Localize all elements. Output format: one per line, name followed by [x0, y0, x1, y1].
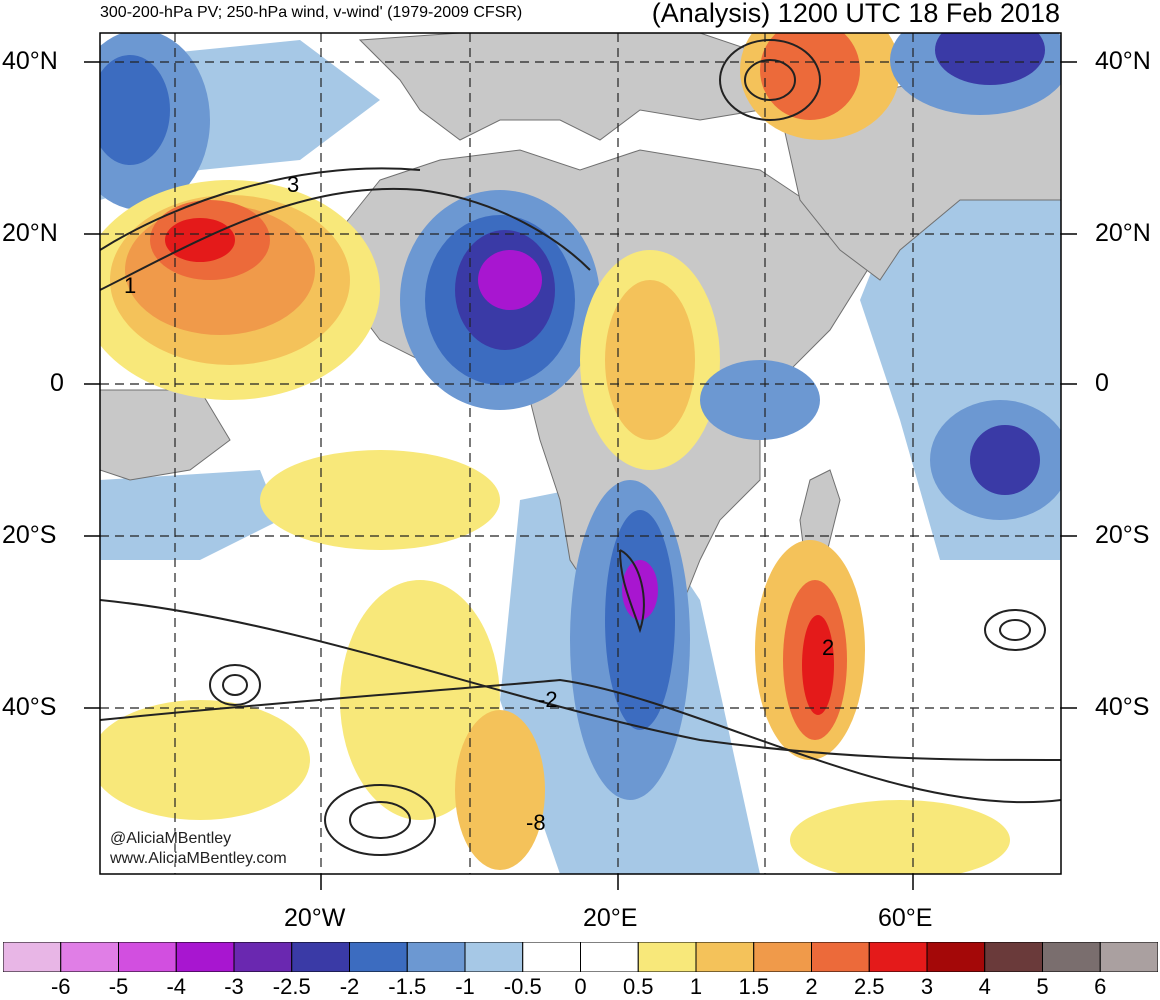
- contour-label: 3: [287, 172, 299, 197]
- colorbar-swatch: [522, 942, 581, 972]
- colorbar-swatch: [926, 942, 986, 972]
- colorbar-label: 0: [574, 974, 587, 999]
- colorbar-swatch: [233, 942, 293, 972]
- colorbar-label: 6: [1094, 974, 1107, 999]
- colorbar-label: -1.5: [388, 974, 427, 999]
- lat-label-40n: 40°N: [2, 47, 58, 75]
- colorbar-label: 2: [805, 974, 818, 999]
- lon-label-20e: 20°E: [583, 904, 638, 932]
- colorbar-label: -5: [108, 974, 129, 999]
- lon-label-60e: 60°E: [878, 904, 933, 932]
- map-title: (Analysis) 1200 UTC 18 Feb 2018: [651, 0, 1060, 28]
- colorbar-swatch: [580, 942, 639, 972]
- lat-label-eq-right: 0: [1095, 369, 1109, 397]
- colorbar-label: 5: [1036, 974, 1049, 999]
- colorbar-label: 4: [978, 974, 991, 999]
- europe-landmass: [358, 33, 781, 141]
- contour-label: -8: [526, 810, 546, 835]
- lat-label-40n-right: 40°N: [1095, 47, 1151, 75]
- contour-label: 2: [822, 635, 834, 660]
- colorbar-label: 1: [689, 974, 703, 999]
- colorbar-label: 0.5: [622, 974, 654, 999]
- colorbar-label: 2.5: [853, 974, 885, 999]
- colorbar-swatch: [1042, 942, 1101, 972]
- lat-label-20s-right: 20°S: [1095, 521, 1150, 549]
- colorbar-swatch: [1099, 942, 1158, 972]
- credit-handle: @AliciaMBentley: [110, 830, 232, 847]
- colorbar-swatch: [637, 942, 697, 972]
- colorbar-label: -1: [455, 974, 475, 999]
- lat-label-20s: 20°S: [2, 521, 57, 549]
- colorbar-swatch: [118, 942, 177, 972]
- pv-anomaly-shading: [100, 33, 1061, 874]
- contour-label: -2: [538, 687, 558, 712]
- colorbar-swatch: [811, 942, 870, 972]
- colorbar: [3, 942, 1158, 972]
- colorbar-swatch: [984, 942, 1043, 972]
- colorbar-swatch: [695, 942, 755, 972]
- map-panel: 3 1 2 -2 -8: [84, 32, 1077, 890]
- contour-labels: 3 1 2 -2 -8: [124, 172, 834, 835]
- colorbar-swatch: [60, 942, 119, 972]
- lat-label-40s: 40°S: [2, 693, 57, 721]
- lon-label-20w: 20°W: [284, 904, 346, 932]
- colorbar-label: -0.5: [503, 974, 542, 999]
- colorbar-swatch: [753, 942, 812, 972]
- colorbar-swatch: [868, 942, 928, 972]
- lat-label-40s-right: 40°S: [1095, 693, 1150, 721]
- credit-site: www.AliciaMBentley.com: [110, 850, 287, 867]
- lat-label-eq: 0: [50, 369, 64, 397]
- contour-label: 1: [124, 273, 136, 298]
- colorbar-swatch: [3, 942, 62, 972]
- colorbar-label: -4: [166, 974, 187, 999]
- colorbar-swatch: [406, 942, 466, 972]
- graticule: [100, 33, 1061, 874]
- colorbar-swatch: [175, 942, 235, 972]
- map-subtitle: 300-200-hPa PV; 250-hPa wind, v-wind' (1…: [100, 4, 523, 21]
- lat-label-20n: 20°N: [2, 219, 58, 247]
- colorbar-swatch: [464, 942, 524, 972]
- colorbar-label: 1.5: [738, 974, 770, 999]
- colorbar-swatch: [291, 942, 350, 972]
- colorbar-label: -6: [50, 974, 71, 999]
- colorbar-label: 3: [920, 974, 934, 999]
- colorbar-label: -2: [339, 974, 360, 999]
- lat-label-20n-right: 20°N: [1095, 219, 1151, 247]
- map-frame: [99, 32, 1062, 875]
- colorbar-label: -3: [224, 974, 244, 999]
- colorbar-label: -2.5: [272, 974, 311, 999]
- colorbar-swatch: [349, 942, 408, 972]
- pv-contours: [100, 39, 1061, 856]
